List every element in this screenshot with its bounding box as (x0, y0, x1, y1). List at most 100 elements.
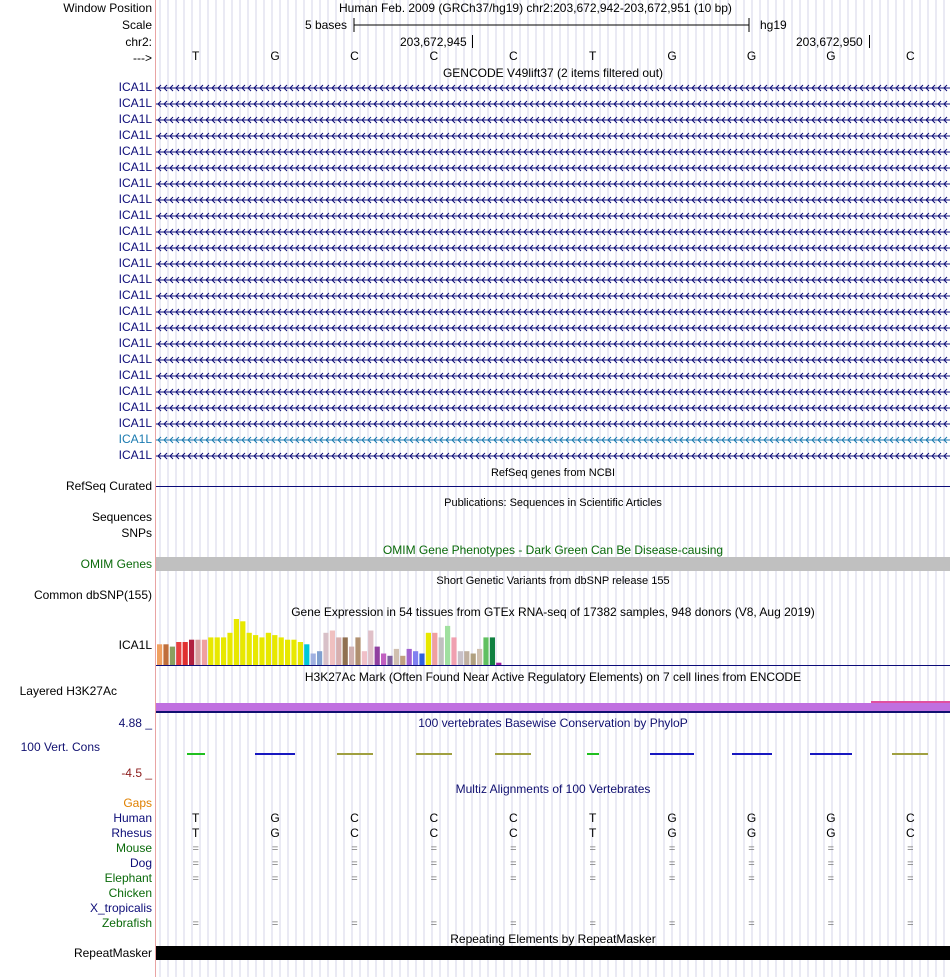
gencode-item-label[interactable]: ICA1L (118, 336, 152, 350)
gencode-item-label[interactable]: ICA1L (118, 80, 152, 94)
gencode-transcript[interactable] (156, 131, 950, 141)
gencode-transcript[interactable] (156, 387, 950, 397)
gencode-item-label[interactable]: ICA1L (118, 112, 152, 126)
gencode-transcript[interactable] (156, 227, 950, 237)
phylop-track-label[interactable]: 100 Vert. Cons (20, 740, 100, 754)
gencode-transcript[interactable] (156, 435, 950, 445)
h3k27ac-track-label[interactable]: Layered H3K27Ac (19, 684, 117, 698)
gencode-transcript[interactable] (156, 371, 950, 381)
alignment-gap-mark: = (668, 873, 676, 885)
gencode-item-label[interactable]: ICA1L (118, 416, 152, 430)
gencode-item-label[interactable]: ICA1L (118, 432, 152, 446)
browser-image[interactable]: Human Feb. 2009 (GRCh37/hg19) chr2:203,6… (156, 0, 950, 977)
dbsnp-track-title: Short Genetic Variants from dbSNP releas… (436, 575, 670, 587)
gencode-item-label[interactable]: ICA1L (118, 288, 152, 302)
alignment-gap-mark: = (351, 858, 358, 870)
gencode-transcript[interactable] (156, 259, 950, 269)
alignment-gap-mark: = (430, 873, 438, 885)
phylop-score-mark (731, 753, 772, 755)
omim-track-label[interactable]: OMIM Genes (80, 557, 152, 571)
gencode-item-label[interactable]: ICA1L (118, 448, 152, 462)
h3k27ac-signal[interactable] (156, 703, 950, 711)
alignment-base: C (429, 826, 439, 840)
coordinate-label-1: 203,672,945 (400, 35, 467, 49)
repeatmasker-bar[interactable] (156, 946, 950, 960)
gencode-item-label[interactable]: ICA1L (118, 384, 152, 398)
species-label: Chicken (108, 886, 152, 900)
gencode-item-label[interactable]: ICA1L (118, 176, 152, 190)
gencode-transcript[interactable] (156, 451, 950, 461)
gencode-transcript[interactable] (156, 355, 950, 365)
sequences-track-label[interactable]: Sequences (91, 510, 152, 524)
alignment-gap-mark: = (351, 918, 358, 930)
gencode-item-label[interactable]: ICA1L (118, 304, 152, 318)
repeatmasker-track-label[interactable]: RepeatMasker (73, 946, 152, 960)
gtex-tissue-bar (400, 655, 406, 665)
gencode-item-label[interactable]: ICA1L (118, 96, 152, 110)
gtex-tissue-bar (240, 621, 246, 665)
gtex-tissue-bar (297, 642, 303, 665)
gencode-transcript[interactable] (156, 147, 950, 157)
gencode-item-label[interactable]: ICA1L (118, 144, 152, 158)
gencode-transcript[interactable] (156, 291, 950, 301)
alignment-base: C (905, 826, 915, 840)
gencode-transcript[interactable] (156, 243, 950, 253)
refseq-gene-line[interactable] (156, 486, 950, 487)
gencode-item-label[interactable]: ICA1L (118, 192, 152, 206)
gencode-item-label[interactable]: ICA1L (118, 256, 152, 270)
scale-label: Scale (121, 18, 152, 32)
gtex-tissue-bar (323, 632, 329, 665)
dbsnp-track-label[interactable]: Common dbSNP(155) (33, 588, 152, 602)
gtex-tissue-bar (406, 648, 412, 665)
alignment-gap-mark: = (192, 873, 199, 885)
base-letter: C (905, 49, 915, 63)
h3k27ac-track-title: H3K27Ac Mark (Often Found Near Active Re… (304, 670, 802, 684)
gencode-transcript[interactable] (156, 115, 950, 125)
species-label: Rhesus (111, 826, 152, 840)
alignment-base: C (508, 826, 518, 840)
refseq-track-label[interactable]: RefSeq Curated (65, 479, 152, 493)
gencode-item-label[interactable]: ICA1L (118, 400, 152, 414)
omim-phenotype-bar[interactable] (156, 557, 950, 571)
species-label: Dog (129, 856, 152, 870)
base-letter: T (192, 49, 200, 63)
gencode-transcript[interactable] (156, 211, 950, 221)
gencode-item-label[interactable]: ICA1L (118, 352, 152, 366)
alignment-base: T (192, 811, 200, 825)
gencode-transcript[interactable] (156, 163, 950, 173)
snps-track-label[interactable]: SNPs (121, 526, 152, 540)
alignment-gap-mark: = (589, 843, 596, 855)
gencode-item-label[interactable]: ICA1L (118, 160, 152, 174)
gencode-transcript[interactable] (156, 195, 950, 205)
gtex-tissue-bar (451, 637, 457, 665)
alignment-gap-mark: = (510, 843, 517, 855)
gencode-transcript[interactable] (156, 99, 950, 109)
gencode-item-label[interactable]: ICA1L (118, 224, 152, 238)
gtex-tissue-bar (182, 642, 188, 665)
gencode-item-label[interactable]: ICA1L (118, 320, 152, 334)
gencode-transcript[interactable] (156, 275, 950, 285)
phylop-max-label: 4.88 _ (118, 716, 152, 730)
gtex-tissue-bar (265, 632, 271, 665)
gtex-bar-chart[interactable] (156, 618, 950, 668)
gencode-transcript[interactable] (156, 83, 950, 93)
gencode-item-label[interactable]: ICA1L (118, 240, 152, 254)
gencode-item-label[interactable]: ICA1L (118, 128, 152, 142)
gencode-item-label[interactable]: ICA1L (118, 272, 152, 286)
gencode-item-label[interactable]: ICA1L (118, 368, 152, 382)
alignment-gap-mark: = (589, 873, 596, 885)
gencode-transcript[interactable] (156, 403, 950, 413)
alignment-gap-mark: = (827, 843, 835, 855)
gtex-tissue-bar (317, 651, 323, 665)
gencode-item-label[interactable]: ICA1L (118, 208, 152, 222)
gtex-tissue-bar (195, 639, 201, 665)
omim-track-title: OMIM Gene Phenotypes - Dark Green Can Be… (382, 543, 724, 557)
gencode-transcript[interactable] (156, 323, 950, 333)
gencode-transcript[interactable] (156, 307, 950, 317)
gencode-transcript[interactable] (156, 179, 950, 189)
gtex-track-label[interactable]: ICA1L (118, 638, 152, 652)
gtex-tissue-bar (349, 646, 355, 665)
alignment-gap-mark: = (430, 843, 438, 855)
gencode-transcript[interactable] (156, 339, 950, 349)
gencode-transcript[interactable] (156, 419, 950, 429)
